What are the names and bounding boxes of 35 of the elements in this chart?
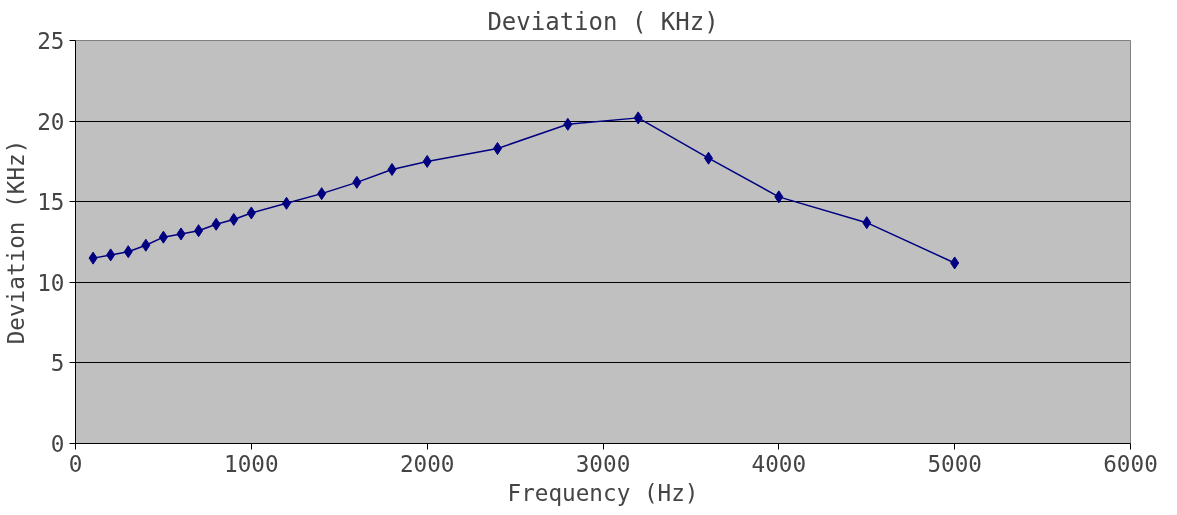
point [123, 245, 133, 259]
x-tick-label: 2000 [399, 450, 455, 477]
x-tick-label: 3000 [575, 450, 631, 477]
x-tick-label: 0 [68, 450, 83, 477]
point [88, 251, 98, 265]
point [194, 224, 204, 238]
point [862, 216, 872, 230]
x-tick-label: 6000 [1103, 450, 1158, 477]
x-tick-label: 1000 [224, 450, 279, 477]
y-tick-label: 25 [37, 28, 65, 54]
x-axis-title: Frequency (Hz) [507, 479, 699, 506]
point [317, 187, 327, 201]
y-tick-label: 0 [50, 431, 65, 457]
point [229, 212, 239, 226]
point [158, 230, 168, 244]
y-tick-label: 5 [50, 350, 65, 377]
point [950, 256, 960, 270]
point [563, 117, 573, 131]
point [141, 238, 151, 252]
y-tick-label: 20 [37, 108, 65, 135]
point [633, 111, 643, 125]
point [106, 248, 116, 262]
point [387, 162, 397, 176]
y-tick-label: 15 [37, 189, 65, 216]
x-tick-label: 4000 [751, 450, 807, 477]
chart-title: Deviation ( KHz) [487, 7, 719, 36]
x-tick-label: 5000 [927, 450, 982, 477]
point [352, 175, 362, 189]
point [246, 206, 256, 220]
point [176, 227, 186, 241]
point [422, 154, 432, 168]
point [774, 190, 784, 204]
y-axis-title: Deviation (KHz) [3, 139, 30, 345]
y-tick-label: 10 [37, 269, 65, 296]
point [211, 217, 221, 231]
